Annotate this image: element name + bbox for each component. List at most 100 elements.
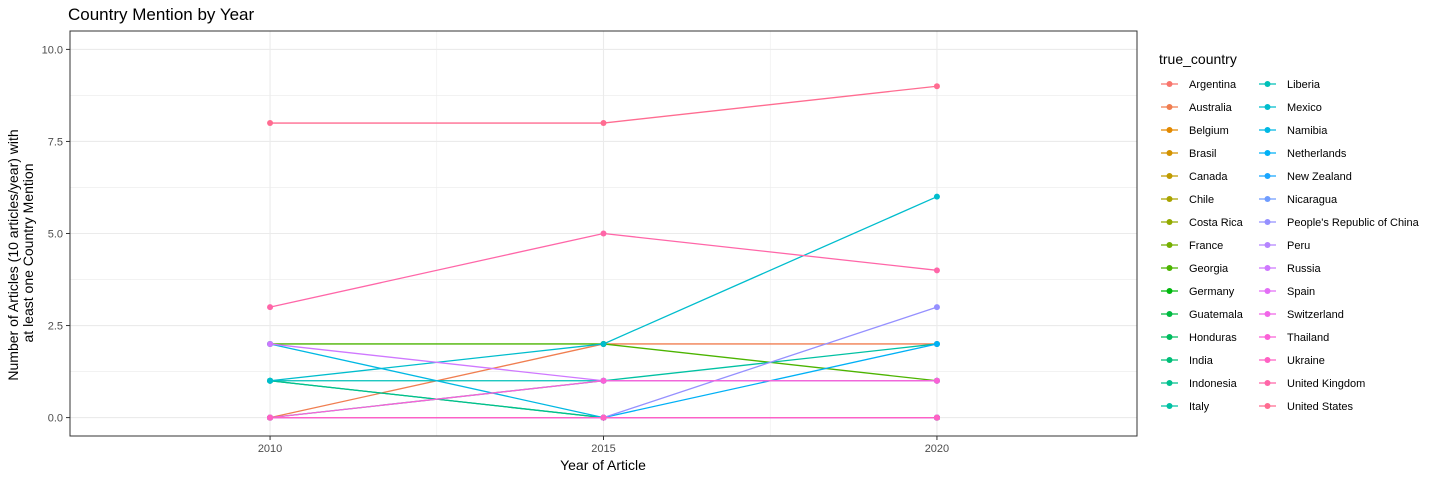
legend-key-point [1264,127,1271,133]
chart-title: Country Mention by Year [68,5,255,24]
legend-label-germany: Germany [1189,286,1235,298]
legend-key-point [1264,403,1271,409]
legend-key-point [1166,242,1173,248]
legend-key-point [1264,311,1271,317]
data-point-thailand [600,377,607,384]
data-point-thailand [933,377,940,384]
data-point-united-kingdom [600,230,607,237]
legend-label-guatemala: Guatemala [1189,309,1244,321]
legend-key-point [1264,81,1271,87]
legend-label-liberia: Liberia [1287,79,1321,91]
y-tick-label: 7.5 [48,136,63,148]
legend-key-point [1166,173,1173,179]
y-axis-title-line-2: at least one Country Mention [20,164,36,343]
legend-label-italy: Italy [1189,401,1210,413]
y-tick-label: 5.0 [48,229,63,241]
legend-key-point [1264,265,1271,271]
x-axis: 2010 2015 2020 [258,436,949,455]
x-tick-label: 2020 [925,443,949,455]
legend-key-point [1264,288,1271,294]
legend-key-point [1166,380,1173,386]
data-point-mexico [600,340,607,347]
data-point-ukraine [600,414,607,421]
legend-key-point [1166,150,1173,156]
legend-key-germany [1161,288,1178,294]
legend-key-indonesia [1161,380,1178,386]
y-tick-label: 10.0 [42,44,63,56]
legend-key-spain [1259,288,1276,294]
legend-label-people-s-republic-of-china: People's Republic of China [1287,217,1420,229]
legend-key-point [1166,265,1173,271]
legend-key-point [1264,150,1271,156]
legend-label-netherlands: Netherlands [1287,148,1347,160]
legend-key-people-s-republic-of-china [1259,219,1276,225]
legend-key-netherlands [1259,150,1276,156]
legend-key-point [1166,219,1173,225]
x-tick-label: 2015 [591,443,615,455]
legend-key-point [1166,357,1173,363]
legend-key-point [1264,357,1271,363]
legend-key-point [1264,173,1271,179]
legend-key-georgia [1161,265,1178,271]
legend-key-point [1166,403,1173,409]
data-point-united-states [267,120,274,127]
legend-label-united-states: United States [1287,401,1354,413]
legend-label-india: India [1189,355,1214,367]
legend-label-georgia: Georgia [1189,263,1229,275]
legend-key-liberia [1259,81,1276,87]
legend-label-spain: Spain [1287,286,1315,298]
legend-label-peru: Peru [1287,240,1310,252]
legend-key-guatemala [1161,311,1178,317]
legend-key-new-zealand [1259,173,1276,179]
legend-key-france [1161,242,1178,248]
data-point-united-states [933,83,940,90]
data-point-mexico [933,193,940,200]
data-point-mexico [267,377,274,384]
legend-key-india [1161,357,1178,363]
legend-label-thailand: Thailand [1287,332,1329,344]
data-point-united-states [600,120,607,127]
legend-key-thailand [1259,334,1276,340]
legend-key-belgium [1161,127,1178,133]
legend-key-point [1166,311,1173,317]
legend-key-point [1166,127,1173,133]
data-point-netherlands [933,340,940,347]
data-point-russia [267,340,274,347]
legend-key-point [1264,242,1271,248]
legend-label-canada: Canada [1189,171,1228,183]
legend-key-nicaragua [1259,196,1276,202]
legend-key-australia [1161,104,1178,110]
series-points [267,83,940,421]
legend-key-canada [1161,173,1178,179]
legend-key-costa-rica [1161,219,1178,225]
legend-key-point [1264,380,1271,386]
legend-key-ukraine [1259,357,1276,363]
legend-key-point [1166,104,1173,110]
legend-key-united-states [1259,403,1276,409]
legend-label-australia: Australia [1189,102,1233,114]
legend-key-italy [1161,403,1178,409]
legend-key-russia [1259,265,1276,271]
legend-key-switzerland [1259,311,1276,317]
legend-label-argentina: Argentina [1189,79,1237,91]
legend-key-point [1166,334,1173,340]
legend-label-russia: Russia [1287,263,1322,275]
legend-label-ukraine: Ukraine [1287,355,1325,367]
y-axis-title: Number of Articles (10 articles/year) wi… [5,125,36,380]
legend-label-mexico: Mexico [1287,102,1322,114]
legend-label-belgium: Belgium [1189,125,1229,137]
data-point-ukraine [267,414,274,421]
legend-label-france: France [1189,240,1223,252]
x-tick-label: 2010 [258,443,282,455]
legend-key-point [1264,219,1271,225]
legend-key-point [1264,334,1271,340]
legend-key-point [1166,196,1173,202]
y-axis: 0.0 2.5 5.0 7.5 10.0 [42,44,70,425]
legend-key-point [1166,288,1173,294]
y-axis-title-line-1: Number of Articles (10 articles/year) wi… [5,129,21,380]
x-axis-title: Year of Article [560,457,646,473]
legend-label-namibia: Namibia [1287,125,1328,137]
legend-key-chile [1161,196,1178,202]
legend-key-argentina [1161,81,1178,87]
legend-label-new-zealand: New Zealand [1287,171,1352,183]
